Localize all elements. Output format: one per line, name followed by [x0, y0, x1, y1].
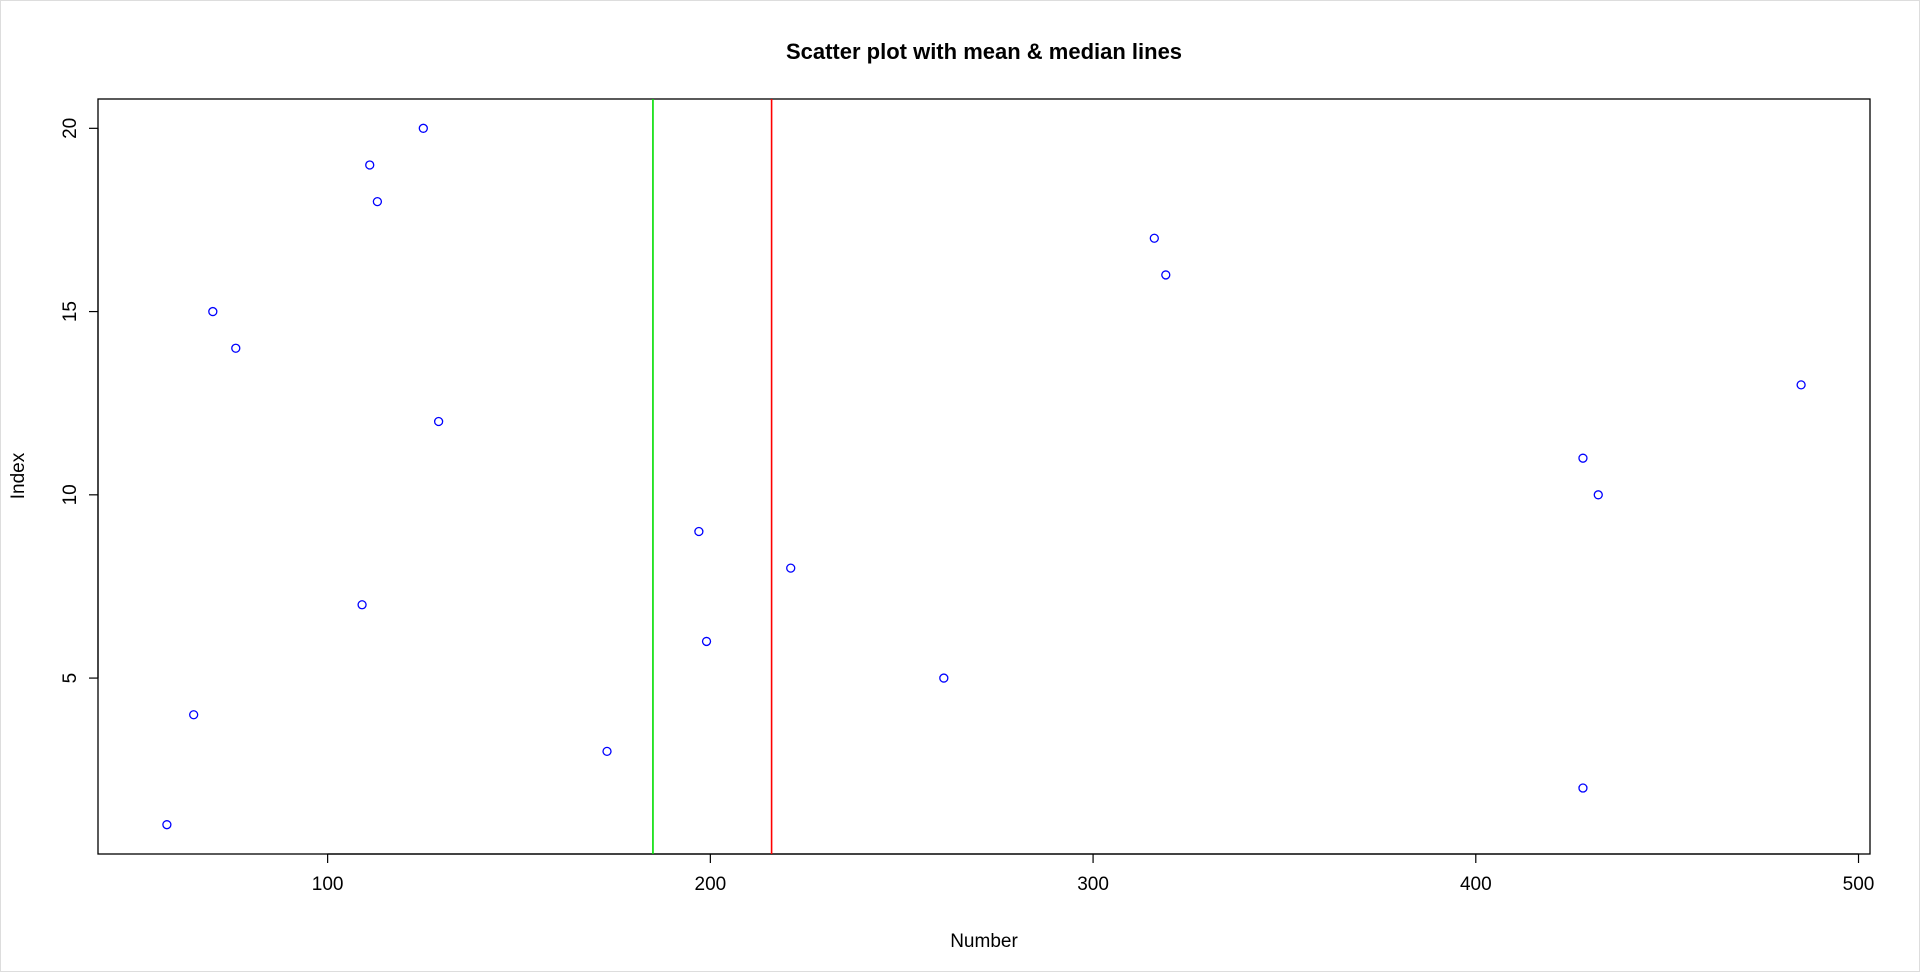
- scatter-point: [365, 160, 375, 170]
- scatter-point: [418, 123, 428, 133]
- scatter-point: [786, 563, 796, 573]
- y-axis-label: Index: [8, 452, 29, 499]
- x-tick-label: 400: [1460, 874, 1492, 895]
- scatter-point: [1161, 270, 1171, 280]
- y-axis: 5 10 15 20: [60, 118, 99, 684]
- y-tick-label: 20: [60, 118, 81, 139]
- x-tick-label: 100: [312, 874, 344, 895]
- scatter-point: [433, 416, 444, 427]
- scatter-point: [939, 673, 949, 683]
- chart-title: Scatter plot with mean & median lines: [786, 39, 1182, 64]
- scatter-point: [602, 746, 612, 757]
- x-tick-label: 300: [1077, 874, 1109, 895]
- scatter-point: [694, 526, 704, 537]
- y-tick-label: 5: [60, 673, 81, 684]
- x-tick-label: 200: [695, 874, 727, 895]
- scatter-point: [1796, 380, 1806, 390]
- scatter-point: [189, 710, 199, 720]
- x-tick-label: 500: [1843, 874, 1875, 895]
- scatter-point: [1149, 233, 1159, 243]
- scatter-point: [372, 196, 383, 207]
- scatter-point: [357, 600, 367, 610]
- scatter-point: [208, 306, 218, 317]
- x-axis-label: Number: [950, 931, 1018, 952]
- scatter-point: [1578, 453, 1588, 463]
- y-tick-label: 15: [60, 301, 81, 322]
- reference-lines: [652, 99, 773, 854]
- scatter-point: [701, 636, 712, 647]
- scatter-point: [1593, 490, 1603, 500]
- scatter-point: [162, 820, 172, 830]
- data-points: [162, 123, 1806, 830]
- scatter-point: [231, 343, 241, 353]
- x-axis: 100 200 300 400 500: [312, 853, 1875, 895]
- y-tick-label: 10: [60, 484, 81, 505]
- scatter-point: [1578, 783, 1588, 793]
